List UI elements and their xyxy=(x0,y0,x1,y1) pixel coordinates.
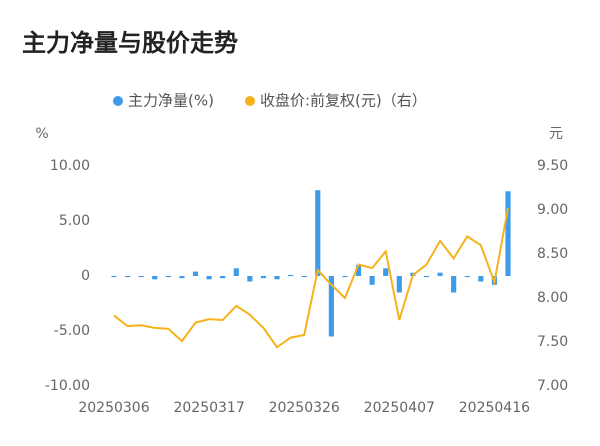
bar xyxy=(355,265,362,276)
bar xyxy=(192,271,199,276)
bar xyxy=(179,276,185,279)
bar xyxy=(288,274,294,276)
bar xyxy=(315,190,321,276)
bar xyxy=(220,276,226,279)
bar xyxy=(233,268,239,276)
y2-tick-label: 9.00 xyxy=(537,202,568,218)
y-tick-label: 10.00 xyxy=(50,158,90,174)
y2-axis-label: 元 xyxy=(549,126,563,142)
bar xyxy=(165,276,171,278)
bar xyxy=(396,276,402,293)
y-axis-label: % xyxy=(35,126,48,142)
legend-label: 收盘价:前复权(元)（右） xyxy=(260,92,427,110)
bar xyxy=(423,276,430,278)
bar xyxy=(369,276,375,285)
bar xyxy=(152,276,158,280)
bar xyxy=(206,276,212,280)
bar xyxy=(125,276,131,278)
y2-tick-label: 7.00 xyxy=(537,378,568,394)
bar xyxy=(111,276,117,278)
y2-tick-label: 8.50 xyxy=(537,246,568,262)
x-tick-label: 20250306 xyxy=(78,400,149,416)
y-tick-label: 0 xyxy=(81,268,90,284)
chart-title: 主力净量与股价走势 xyxy=(22,29,238,57)
y-tick-label: 5.00 xyxy=(59,213,90,229)
y-tick-label: -10.00 xyxy=(45,378,90,394)
bar xyxy=(301,276,307,278)
bar xyxy=(505,191,511,276)
bar xyxy=(464,276,470,278)
x-tick-label: 20250317 xyxy=(173,400,244,416)
bar xyxy=(342,276,348,278)
legend-marker xyxy=(113,96,123,106)
price-line xyxy=(113,208,509,349)
legend-marker xyxy=(245,96,255,106)
bar xyxy=(437,272,443,276)
y2-tick-label: 8.00 xyxy=(537,290,568,306)
bar xyxy=(247,276,253,282)
bar xyxy=(274,276,280,280)
y2-tick-label: 9.50 xyxy=(537,158,568,174)
bar xyxy=(328,276,334,337)
bar xyxy=(383,268,389,276)
bar xyxy=(451,276,457,293)
bar xyxy=(138,276,144,278)
x-tick-label: 20250407 xyxy=(364,400,435,416)
y-tick-label: -5.00 xyxy=(54,323,90,339)
bar xyxy=(478,276,484,282)
y2-tick-label: 7.50 xyxy=(537,334,568,350)
x-tick-label: 20250326 xyxy=(269,400,340,416)
x-tick-label: 20250416 xyxy=(459,400,530,416)
legend-label: 主力净量(%) xyxy=(128,92,214,110)
bar xyxy=(260,276,267,279)
